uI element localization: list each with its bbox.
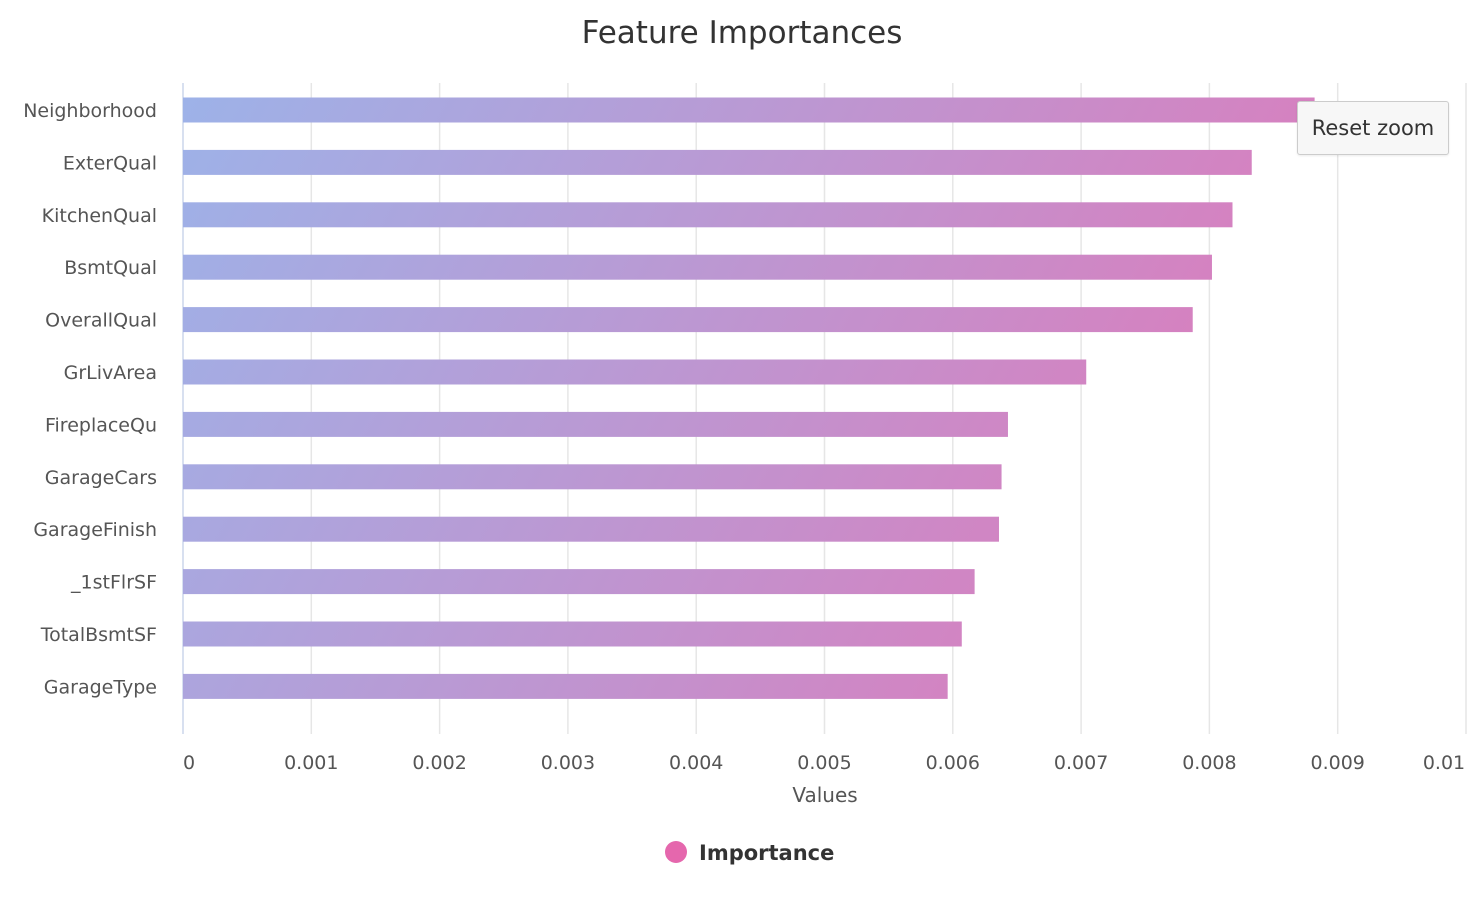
x-tick-label: 0.008 <box>1182 752 1236 774</box>
legend-label: Importance <box>699 841 834 865</box>
chart-title: Feature Importances <box>582 15 903 51</box>
gridlines <box>182 83 1467 734</box>
category-label: _1stFlrSF <box>70 572 157 594</box>
bar-garagetype[interactable] <box>183 673 948 699</box>
category-label: KitchenQual <box>42 205 157 227</box>
category-label: GrLivArea <box>64 362 157 384</box>
x-tick-label: 0.001 <box>284 752 338 774</box>
bar-kitchenqual[interactable] <box>183 202 1233 228</box>
category-label: GarageCars <box>45 467 157 489</box>
bar-neighborhood[interactable] <box>183 97 1315 123</box>
category-label: Neighborhood <box>23 100 157 122</box>
reset-zoom-button[interactable]: Reset zoom <box>1297 101 1449 155</box>
x-tick-label: 0.005 <box>797 752 851 774</box>
x-axis-title: Values <box>792 783 857 807</box>
bar-overallqual[interactable] <box>183 307 1193 333</box>
bar-fireplacequ[interactable] <box>183 411 1008 437</box>
x-tick-label: 0.003 <box>541 752 595 774</box>
category-label: GarageType <box>44 676 157 698</box>
x-tick-label: 0.002 <box>412 752 466 774</box>
bar-garagecars[interactable] <box>183 464 1002 490</box>
category-label: FireplaceQu <box>45 414 157 436</box>
bar-garagefinish[interactable] <box>183 516 999 542</box>
category-label: GarageFinish <box>33 519 157 541</box>
category-label: TotalBsmtSF <box>40 624 157 646</box>
x-axis-ticks: 0 0.001 0.002 0.003 0.004 0.005 0.006 0.007 0.00… <box>183 752 1465 774</box>
x-tick-label: 0.006 <box>926 752 980 774</box>
bar-1stflrsf[interactable] <box>183 569 975 595</box>
x-tick-label: 0 <box>183 752 195 774</box>
category-label: ExterQual <box>63 152 157 174</box>
legend[interactable]: Importance <box>665 841 834 865</box>
x-tick-label: 0.007 <box>1054 752 1108 774</box>
x-tick-label: 0.004 <box>669 752 723 774</box>
category-label: BsmtQual <box>64 257 157 279</box>
x-tick-label: 0.01 <box>1423 752 1465 774</box>
legend-marker <box>665 841 687 863</box>
bar-totalbsmtsf[interactable] <box>183 621 962 647</box>
bar-series <box>183 97 1315 699</box>
x-tick-label: 0.009 <box>1310 752 1364 774</box>
bar-exterqual[interactable] <box>183 149 1252 175</box>
bar-grlivarea[interactable] <box>183 359 1087 385</box>
bar-bsmtqual[interactable] <box>183 254 1212 280</box>
category-labels: Neighborhood ExterQual KitchenQual BsmtQual… <box>23 100 157 698</box>
category-label: OverallQual <box>45 310 157 332</box>
